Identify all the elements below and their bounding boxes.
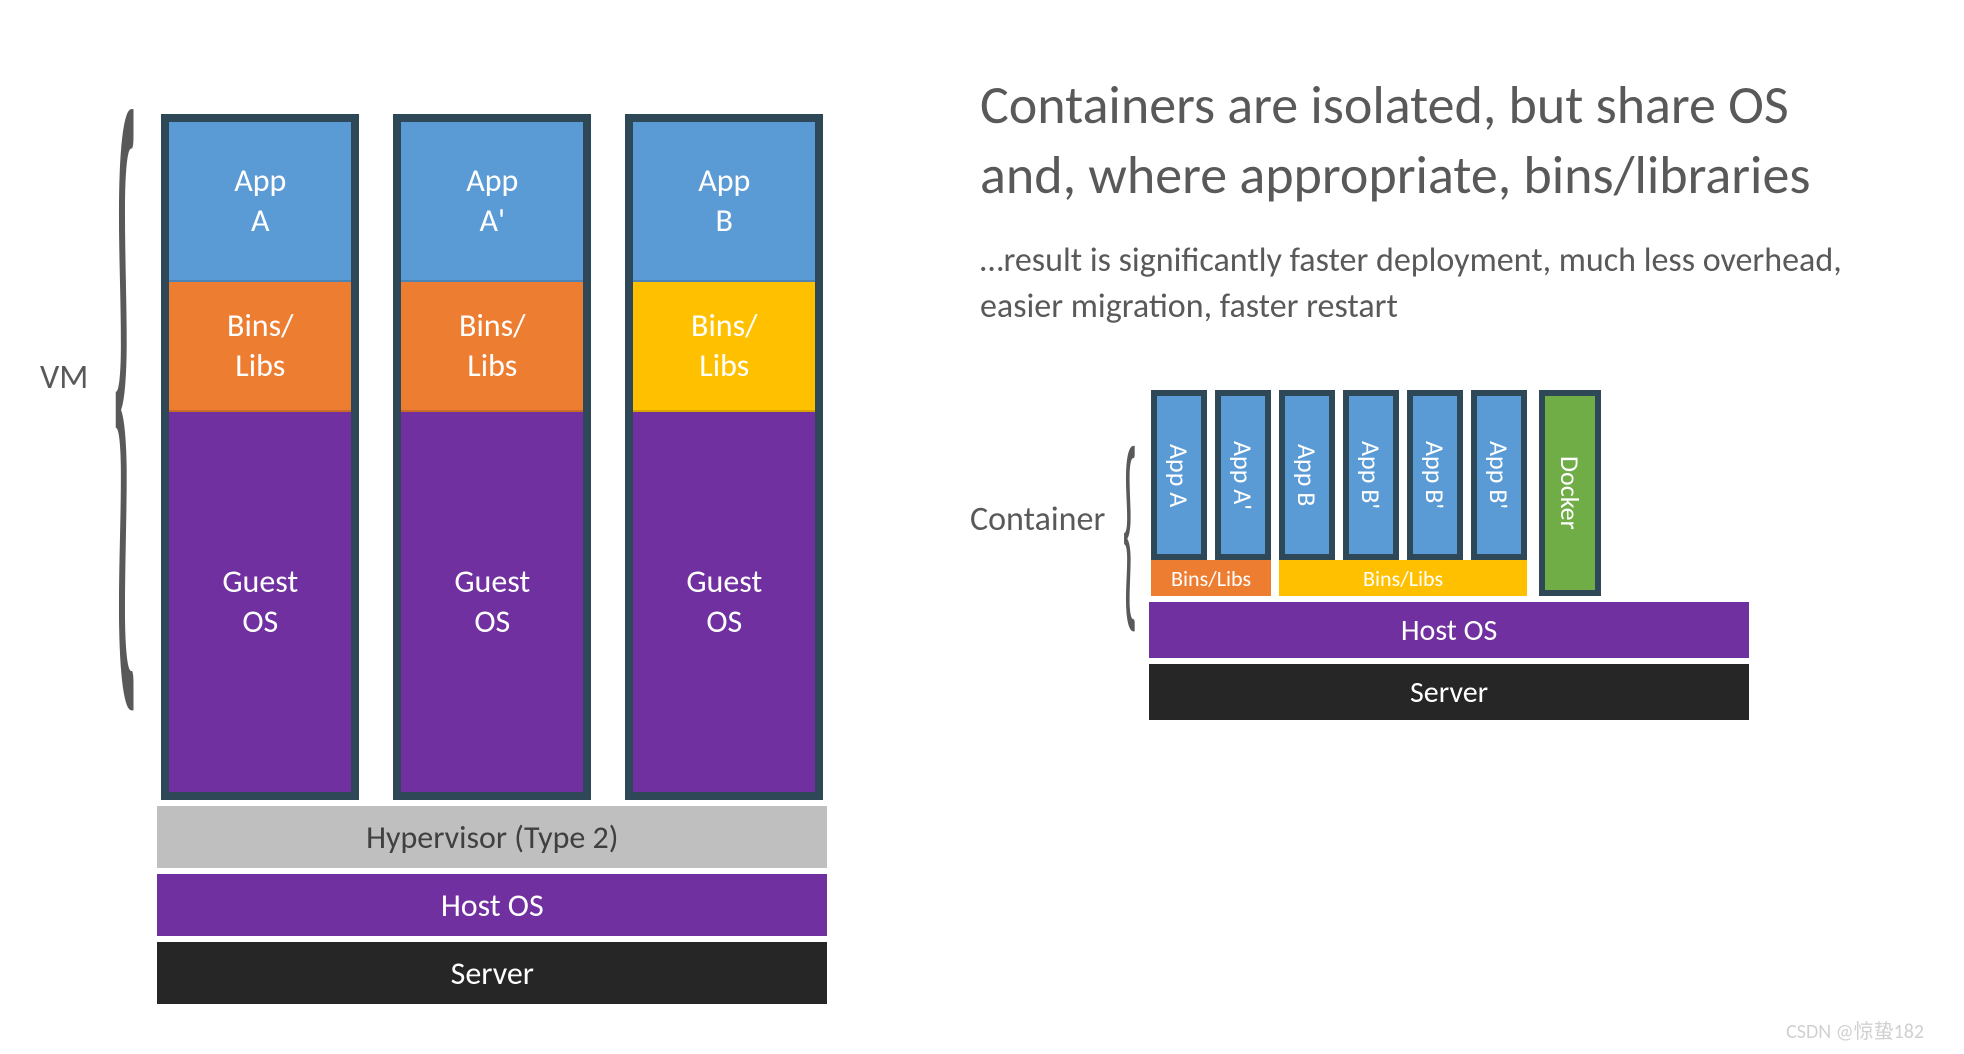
app-group-1: App AApp A' Bins/Libs — [1151, 390, 1271, 596]
vm-bins-block: Bins/Libs — [401, 282, 583, 412]
group2-apps: App BApp B'App B'App B' — [1279, 390, 1527, 560]
group2-bins: Bins/Libs — [1279, 560, 1527, 596]
vm-bins-block: Bins/Libs — [169, 282, 351, 412]
container-server-layer: Server — [1149, 664, 1749, 720]
group1-bins: Bins/Libs — [1151, 560, 1271, 596]
vm-column: AppA'Bins/LibsGuestOS — [393, 114, 591, 800]
hypervisor-layer: Hypervisor (Type 2) — [157, 806, 827, 868]
container-label: Container — [970, 499, 1105, 540]
container-hostos-layer: Host OS — [1149, 602, 1749, 658]
vm-label: VM — [40, 357, 88, 398]
app-group-2: App BApp B'App B'App B' Bins/Libs — [1279, 390, 1527, 596]
container-top-row: App AApp A' Bins/Libs App BApp B'App B'A… — [1149, 390, 1749, 596]
vm-stack: AppABins/LibsGuestOSAppA'Bins/LibsGuestO… — [157, 114, 827, 1004]
vm-hostos-layer: Host OS — [157, 874, 827, 936]
vm-app-block: AppA' — [401, 122, 583, 282]
vm-guestos-block: GuestOS — [633, 412, 815, 792]
container-app-block: App A — [1151, 390, 1207, 560]
container-app-block: App B' — [1343, 390, 1399, 560]
vm-brace: { — [113, 202, 138, 552]
vm-panel: VM { AppABins/LibsGuestOSAppA'Bins/LibsG… — [40, 30, 890, 1004]
vm-app-block: AppB — [633, 122, 815, 282]
vm-column: AppBBins/LibsGuestOS — [625, 114, 823, 800]
vm-guestos-block: GuestOS — [401, 412, 583, 792]
docker-box: Docker — [1539, 390, 1601, 596]
subtext: …result is significantly faster deployme… — [980, 238, 1874, 330]
vm-guestos-block: GuestOS — [169, 412, 351, 792]
vm-bins-block: Bins/Libs — [633, 282, 815, 412]
container-brace: { — [1123, 476, 1138, 584]
container-stack: App AApp A' Bins/Libs App BApp B'App B'A… — [1149, 390, 1749, 720]
container-app-block: App A' — [1215, 390, 1271, 560]
heading: Containers are isolated, but share OS an… — [980, 70, 1874, 210]
vm-columns-row: AppABins/LibsGuestOSAppA'Bins/LibsGuestO… — [157, 114, 827, 800]
diagram-container: VM { AppABins/LibsGuestOSAppA'Bins/LibsG… — [0, 0, 1964, 1054]
container-app-block: App B' — [1471, 390, 1527, 560]
container-panel: Containers are isolated, but share OS an… — [970, 30, 1904, 1004]
container-app-block: App B — [1279, 390, 1335, 560]
watermark: CSDN @惊蛰182 — [1786, 1015, 1924, 1044]
container-app-block: App B' — [1407, 390, 1463, 560]
group1-apps: App AApp A' — [1151, 390, 1271, 560]
vm-app-block: AppA — [169, 122, 351, 282]
container-diagram: Container { App AApp A' Bins/Libs App BA… — [970, 390, 1749, 720]
vm-column: AppABins/LibsGuestOS — [161, 114, 359, 800]
text-block: Containers are isolated, but share OS an… — [970, 30, 1904, 350]
vm-server-layer: Server — [157, 942, 827, 1004]
